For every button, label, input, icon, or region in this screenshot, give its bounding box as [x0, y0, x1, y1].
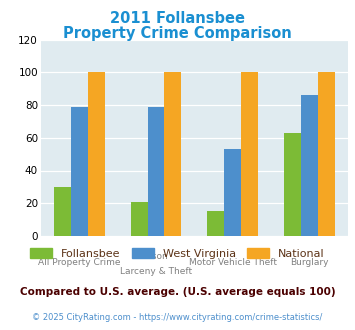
Bar — [224, 149, 241, 236]
Text: Larceny & Theft: Larceny & Theft — [120, 267, 192, 276]
Bar — [301, 95, 318, 236]
Bar — [88, 72, 104, 236]
Bar — [148, 107, 164, 236]
Text: © 2025 CityRating.com - https://www.cityrating.com/crime-statistics/: © 2025 CityRating.com - https://www.city… — [32, 313, 323, 322]
Text: 2011 Follansbee: 2011 Follansbee — [110, 11, 245, 25]
Bar — [164, 72, 181, 236]
Bar — [241, 72, 258, 236]
Text: Arson: Arson — [143, 252, 169, 261]
Bar — [71, 107, 88, 236]
Bar — [284, 133, 301, 236]
Bar — [54, 187, 71, 236]
Text: Motor Vehicle Theft: Motor Vehicle Theft — [189, 258, 277, 267]
Text: Property Crime Comparison: Property Crime Comparison — [63, 26, 292, 41]
Legend: Follansbee, West Virginia, National: Follansbee, West Virginia, National — [26, 244, 329, 263]
Text: Compared to U.S. average. (U.S. average equals 100): Compared to U.S. average. (U.S. average … — [20, 287, 335, 297]
Text: Burglary: Burglary — [290, 258, 329, 267]
Bar — [207, 212, 224, 236]
Bar — [318, 72, 335, 236]
Bar — [131, 202, 148, 236]
Text: All Property Crime: All Property Crime — [38, 258, 120, 267]
